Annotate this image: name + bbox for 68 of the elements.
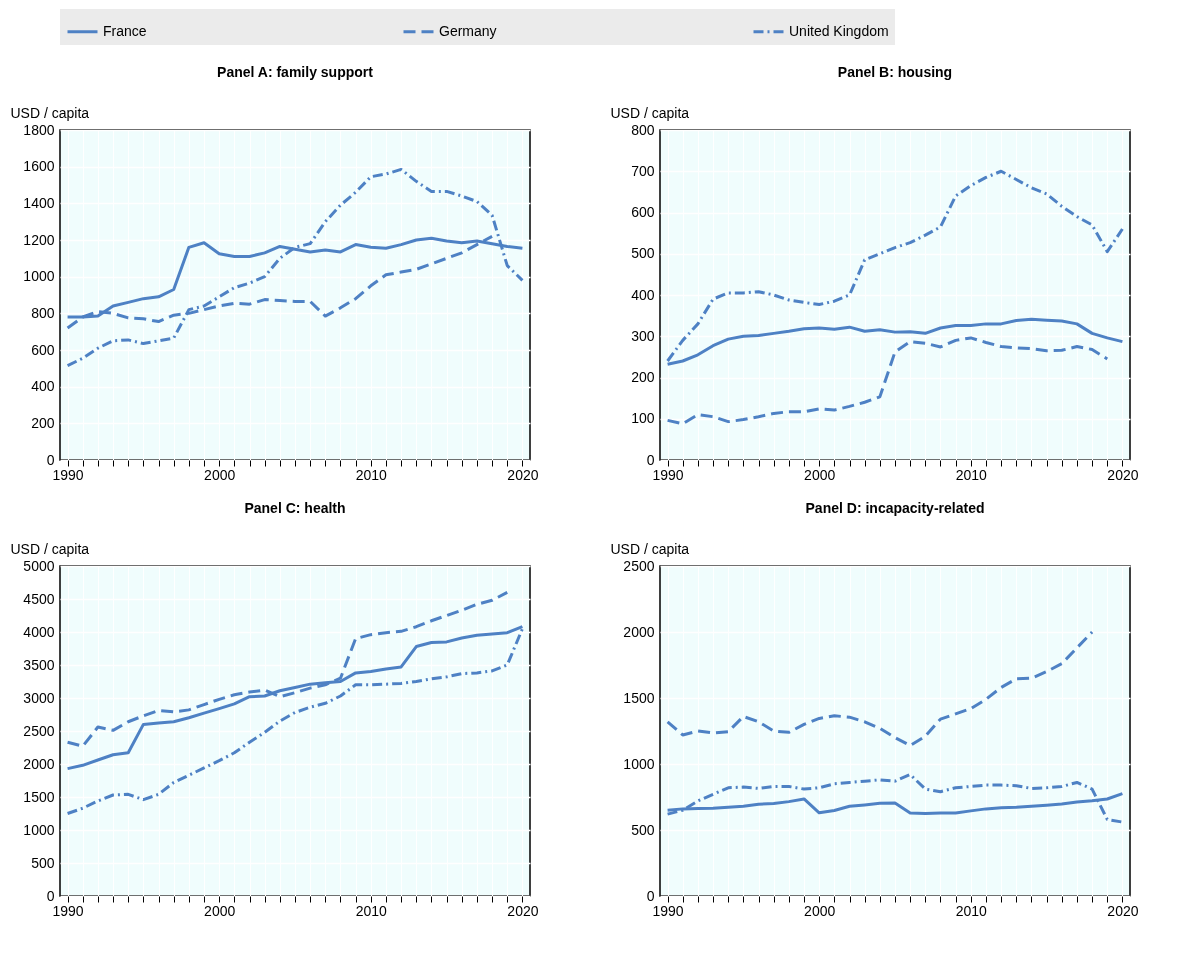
y-tick-label: 500 — [31, 854, 55, 871]
y-tick-label: 500 — [631, 821, 655, 838]
y-tick-label: 0 — [646, 887, 655, 904]
y-tick-label: 500 — [631, 245, 655, 262]
x-tick-label: 2000 — [804, 466, 836, 483]
y-tick-label: 4000 — [23, 623, 55, 640]
y-tick-label: 600 — [631, 204, 655, 220]
y-tick-label: 800 — [31, 304, 55, 321]
chart-title: Panel B: housing — [837, 64, 953, 80]
y-tick-label: 5000 — [23, 557, 55, 574]
y-tick-label: 0 — [46, 451, 55, 468]
line-series — [666, 773, 1124, 824]
chart-title: Panel C: health — [244, 500, 346, 516]
x-tick-label: 2010 — [955, 466, 988, 483]
line-series — [666, 169, 1124, 363]
y-tick-label: 3500 — [23, 656, 55, 673]
y-tick-label: 400 — [31, 378, 55, 395]
y-tick-label: 1500 — [623, 689, 655, 706]
y-tick-label: 1200 — [23, 231, 55, 248]
x-tick-label: 2000 — [204, 902, 236, 919]
y-axis-title: USD / capita — [610, 540, 690, 557]
legend-label: Germany — [439, 22, 497, 39]
x-tick-label: 1990 — [52, 902, 84, 919]
x-tick-label: 2020 — [1107, 466, 1139, 483]
x-tick-label: 2020 — [507, 902, 539, 919]
y-axis-title: USD / capita — [10, 540, 90, 557]
x-tick-label: 2010 — [355, 902, 388, 919]
y-axis-title: USD / capita — [610, 104, 690, 121]
y-tick-label: 1000 — [23, 268, 55, 285]
x-tick-label: 2000 — [204, 466, 236, 483]
legend-label: France — [103, 22, 147, 39]
y-tick-label: 400 — [631, 286, 655, 303]
y-tick-label: 1000 — [23, 821, 55, 838]
y-tick-label: 2500 — [23, 722, 55, 739]
y-tick-label: 800 — [631, 121, 655, 138]
y-tick-label: 300 — [631, 327, 655, 344]
line-series — [666, 630, 1094, 748]
y-tick-label: 4500 — [23, 590, 55, 607]
y-tick-label: 600 — [31, 341, 55, 358]
x-tick-label: 1990 — [652, 466, 684, 483]
y-tick-label: 1000 — [623, 755, 655, 772]
y-tick-label: 1800 — [23, 121, 55, 138]
y-tick-label: 0 — [46, 887, 55, 904]
line-series — [666, 336, 1109, 426]
y-tick-label: 200 — [631, 369, 655, 385]
x-tick-label: 2020 — [1107, 902, 1139, 919]
x-tick-label: 2010 — [955, 902, 988, 919]
line-series — [66, 167, 524, 368]
y-tick-label: 1400 — [23, 194, 55, 211]
legend-label: United Kingdom — [789, 22, 889, 39]
y-tick-label: 2000 — [23, 755, 55, 772]
x-tick-label: 2000 — [804, 902, 836, 919]
y-tick-label: 700 — [631, 162, 655, 179]
chart-title: Panel A: family support — [217, 64, 374, 80]
y-tick-label: 3000 — [23, 689, 55, 706]
y-tick-label: 1600 — [23, 158, 55, 175]
y-tick-label: 100 — [631, 410, 655, 427]
y-axis-title: USD / capita — [10, 104, 90, 121]
chart-title: Panel D: incapacity-related — [805, 500, 985, 516]
x-tick-label: 2020 — [507, 466, 539, 483]
x-tick-label: 1990 — [52, 466, 84, 483]
y-tick-label: 200 — [31, 414, 55, 431]
y-tick-label: 2000 — [623, 623, 655, 640]
y-tick-label: 0 — [646, 451, 655, 468]
y-tick-label: 2500 — [623, 557, 655, 574]
x-tick-label: 2010 — [355, 466, 388, 483]
x-tick-label: 1990 — [652, 902, 684, 919]
y-tick-label: 1500 — [23, 788, 55, 805]
